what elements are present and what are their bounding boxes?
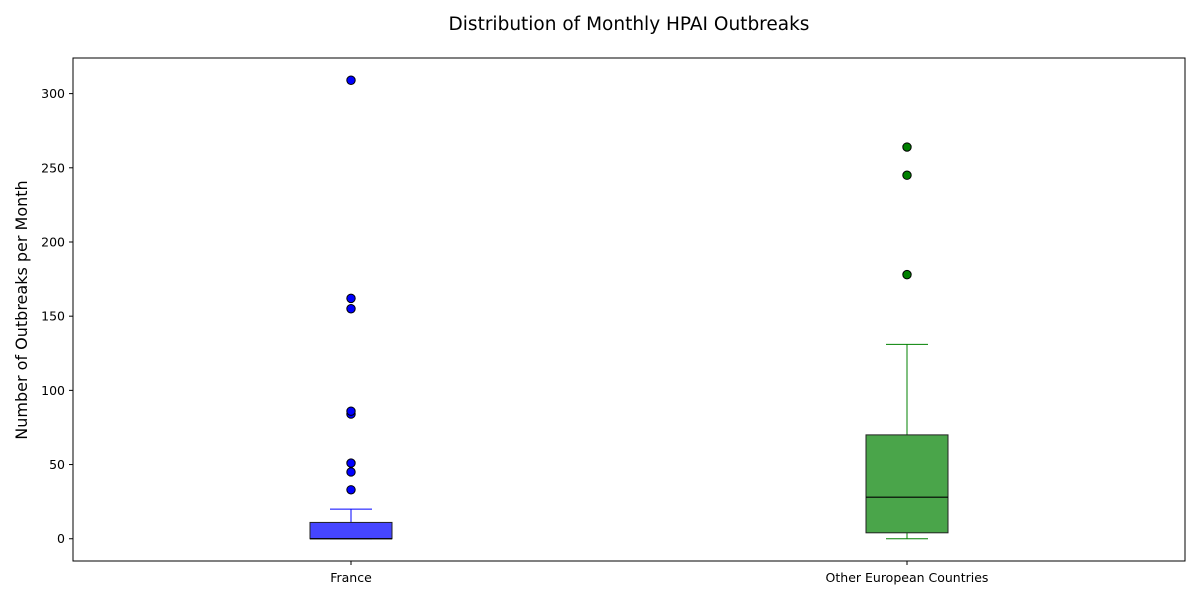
box-0-outlier-5	[346, 304, 356, 314]
box-1-outlier-0	[902, 269, 912, 280]
box-1-iqr-box	[865, 434, 949, 534]
y-tick-label-200: 200	[41, 234, 65, 249]
box-0-outlier-0	[346, 485, 356, 495]
box-1-outlier-2	[902, 142, 912, 152]
plot-frame	[72, 57, 1186, 562]
x-tick-label-1: Other European Countries	[826, 570, 989, 585]
y-tick-label-300: 300	[41, 86, 65, 101]
box-1-outlier-1	[902, 170, 912, 180]
box-0-outlier-4	[346, 406, 356, 416]
y-tick-label-150: 150	[41, 309, 65, 324]
box-0-outlier-2	[346, 458, 356, 468]
box-0-iqr-box	[309, 521, 393, 540]
chart-title: Distribution of Monthly HPAI Outbreaks	[449, 14, 810, 35]
x-tick-label-0: France	[330, 570, 372, 585]
y-axis-label: Number of Outbreaks per Month	[12, 180, 31, 439]
y-tick-label-100: 100	[41, 383, 65, 398]
y-tick-label-250: 250	[41, 160, 65, 175]
plot-area: 0 50 100 150 200 250 300 France Other European C…	[41, 75, 989, 585]
box-0-outlier-6	[346, 293, 356, 304]
box-0-outlier-1	[346, 467, 356, 477]
y-tick-label-0: 0	[57, 531, 65, 546]
box-0-outlier-7	[346, 75, 356, 85]
y-tick-label-50: 50	[49, 457, 65, 472]
